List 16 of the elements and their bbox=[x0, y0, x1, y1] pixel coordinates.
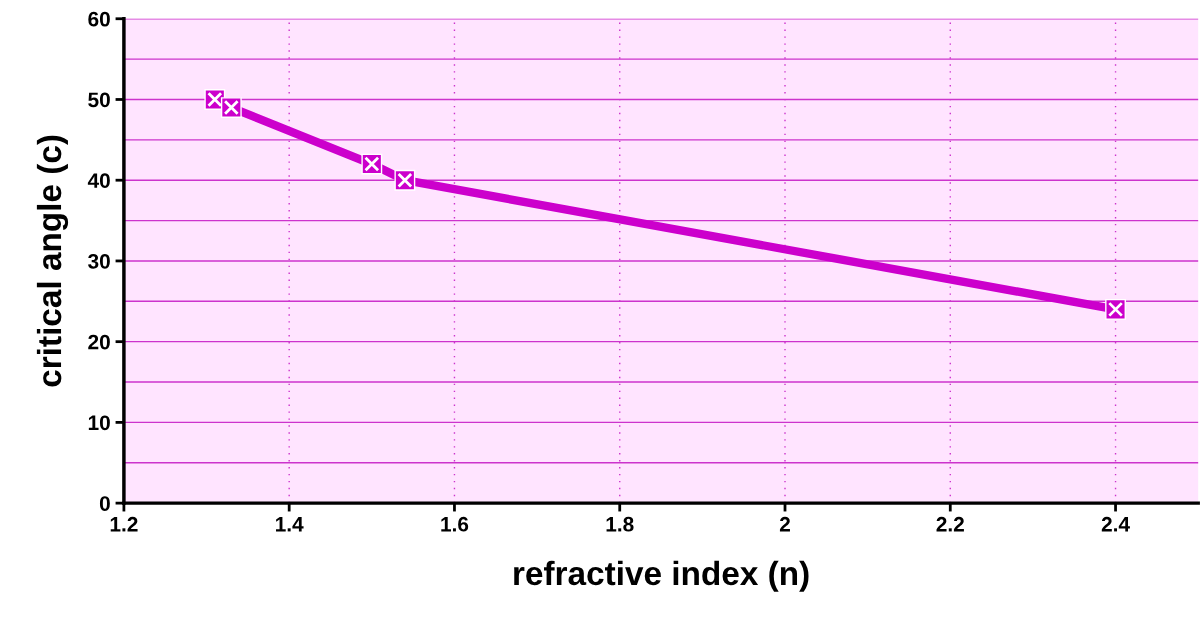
x-tick-label: 2.4 bbox=[1101, 516, 1130, 532]
y-axis-title: critical angle (c) bbox=[36, 135, 69, 387]
x-axis-title: refractive index (n) bbox=[514, 560, 809, 592]
y-tick-label: 10 bbox=[88, 415, 110, 431]
x-tick-label: 1.6 bbox=[441, 516, 469, 532]
x-tick-label: 2.2 bbox=[936, 516, 964, 532]
x-tick-label: 1.8 bbox=[606, 516, 634, 532]
y-tick-label: 50 bbox=[88, 92, 110, 108]
y-tick-label: 0 bbox=[99, 496, 110, 511]
y-tick-label: 30 bbox=[88, 253, 110, 269]
y-tick-label: 60 bbox=[88, 11, 110, 27]
y-tick-label: 20 bbox=[88, 334, 110, 350]
x-tick-label: 1.4 bbox=[276, 517, 304, 532]
y-tick-label: 40 bbox=[87, 173, 110, 188]
x-tick-label: 1.2 bbox=[110, 516, 138, 532]
x-tick-label: 2 bbox=[779, 516, 790, 532]
